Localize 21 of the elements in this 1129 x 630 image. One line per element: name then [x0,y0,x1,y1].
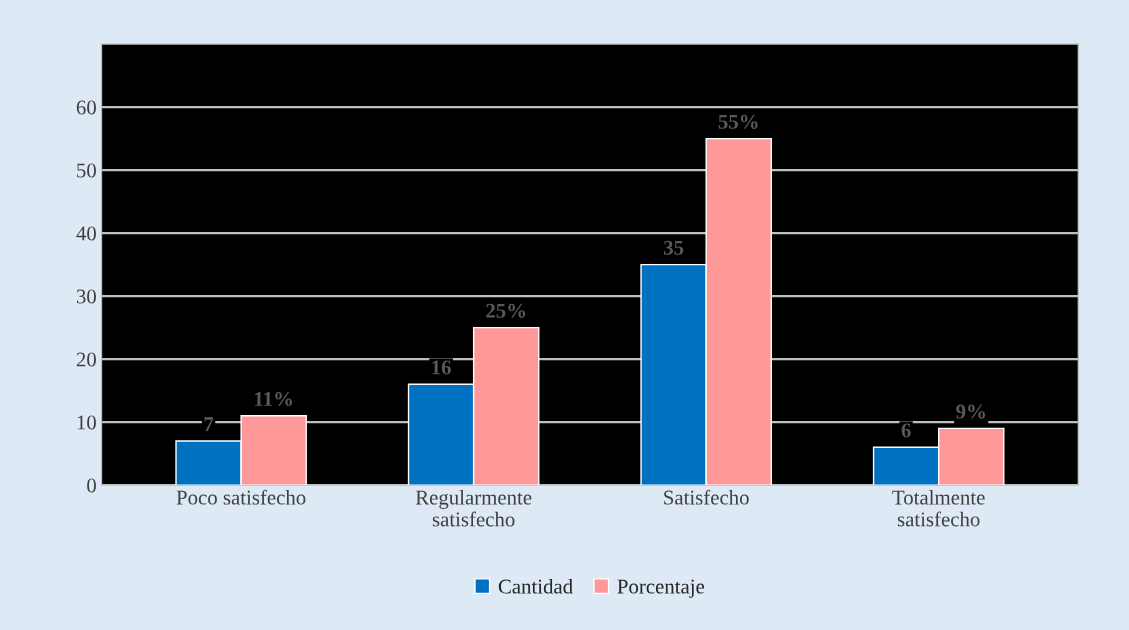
data-label: 11% [255,391,292,407]
data-label: 35 [663,240,684,255]
x-tick-label: Poco satisfecho [176,489,306,505]
x-tick-label: Satisfecho [664,489,749,505]
data-label: 6 [901,423,911,438]
legend-label: Cantidad [498,578,573,594]
data-label: 25% [486,303,526,318]
y-tick-label: 20 [76,352,96,367]
y-tick-label: 40 [76,226,96,241]
data-label: 16 [432,360,451,375]
x-tick-label: Regularmente satisfecho [415,489,532,527]
legend-label: Porcentaje [617,579,705,598]
y-tick-label: 30 [76,289,96,304]
y-tick-label: 10 [77,415,96,430]
x-tick-label: Totalmente satisfecho [892,489,985,527]
y-tick-label: 50 [77,163,96,178]
data-label: 7 [204,417,214,432]
y-tick-label: 0 [87,478,96,493]
data-label: 55% [718,114,758,129]
data-label: 9% [956,404,985,419]
y-tick-label: 60 [76,100,96,115]
